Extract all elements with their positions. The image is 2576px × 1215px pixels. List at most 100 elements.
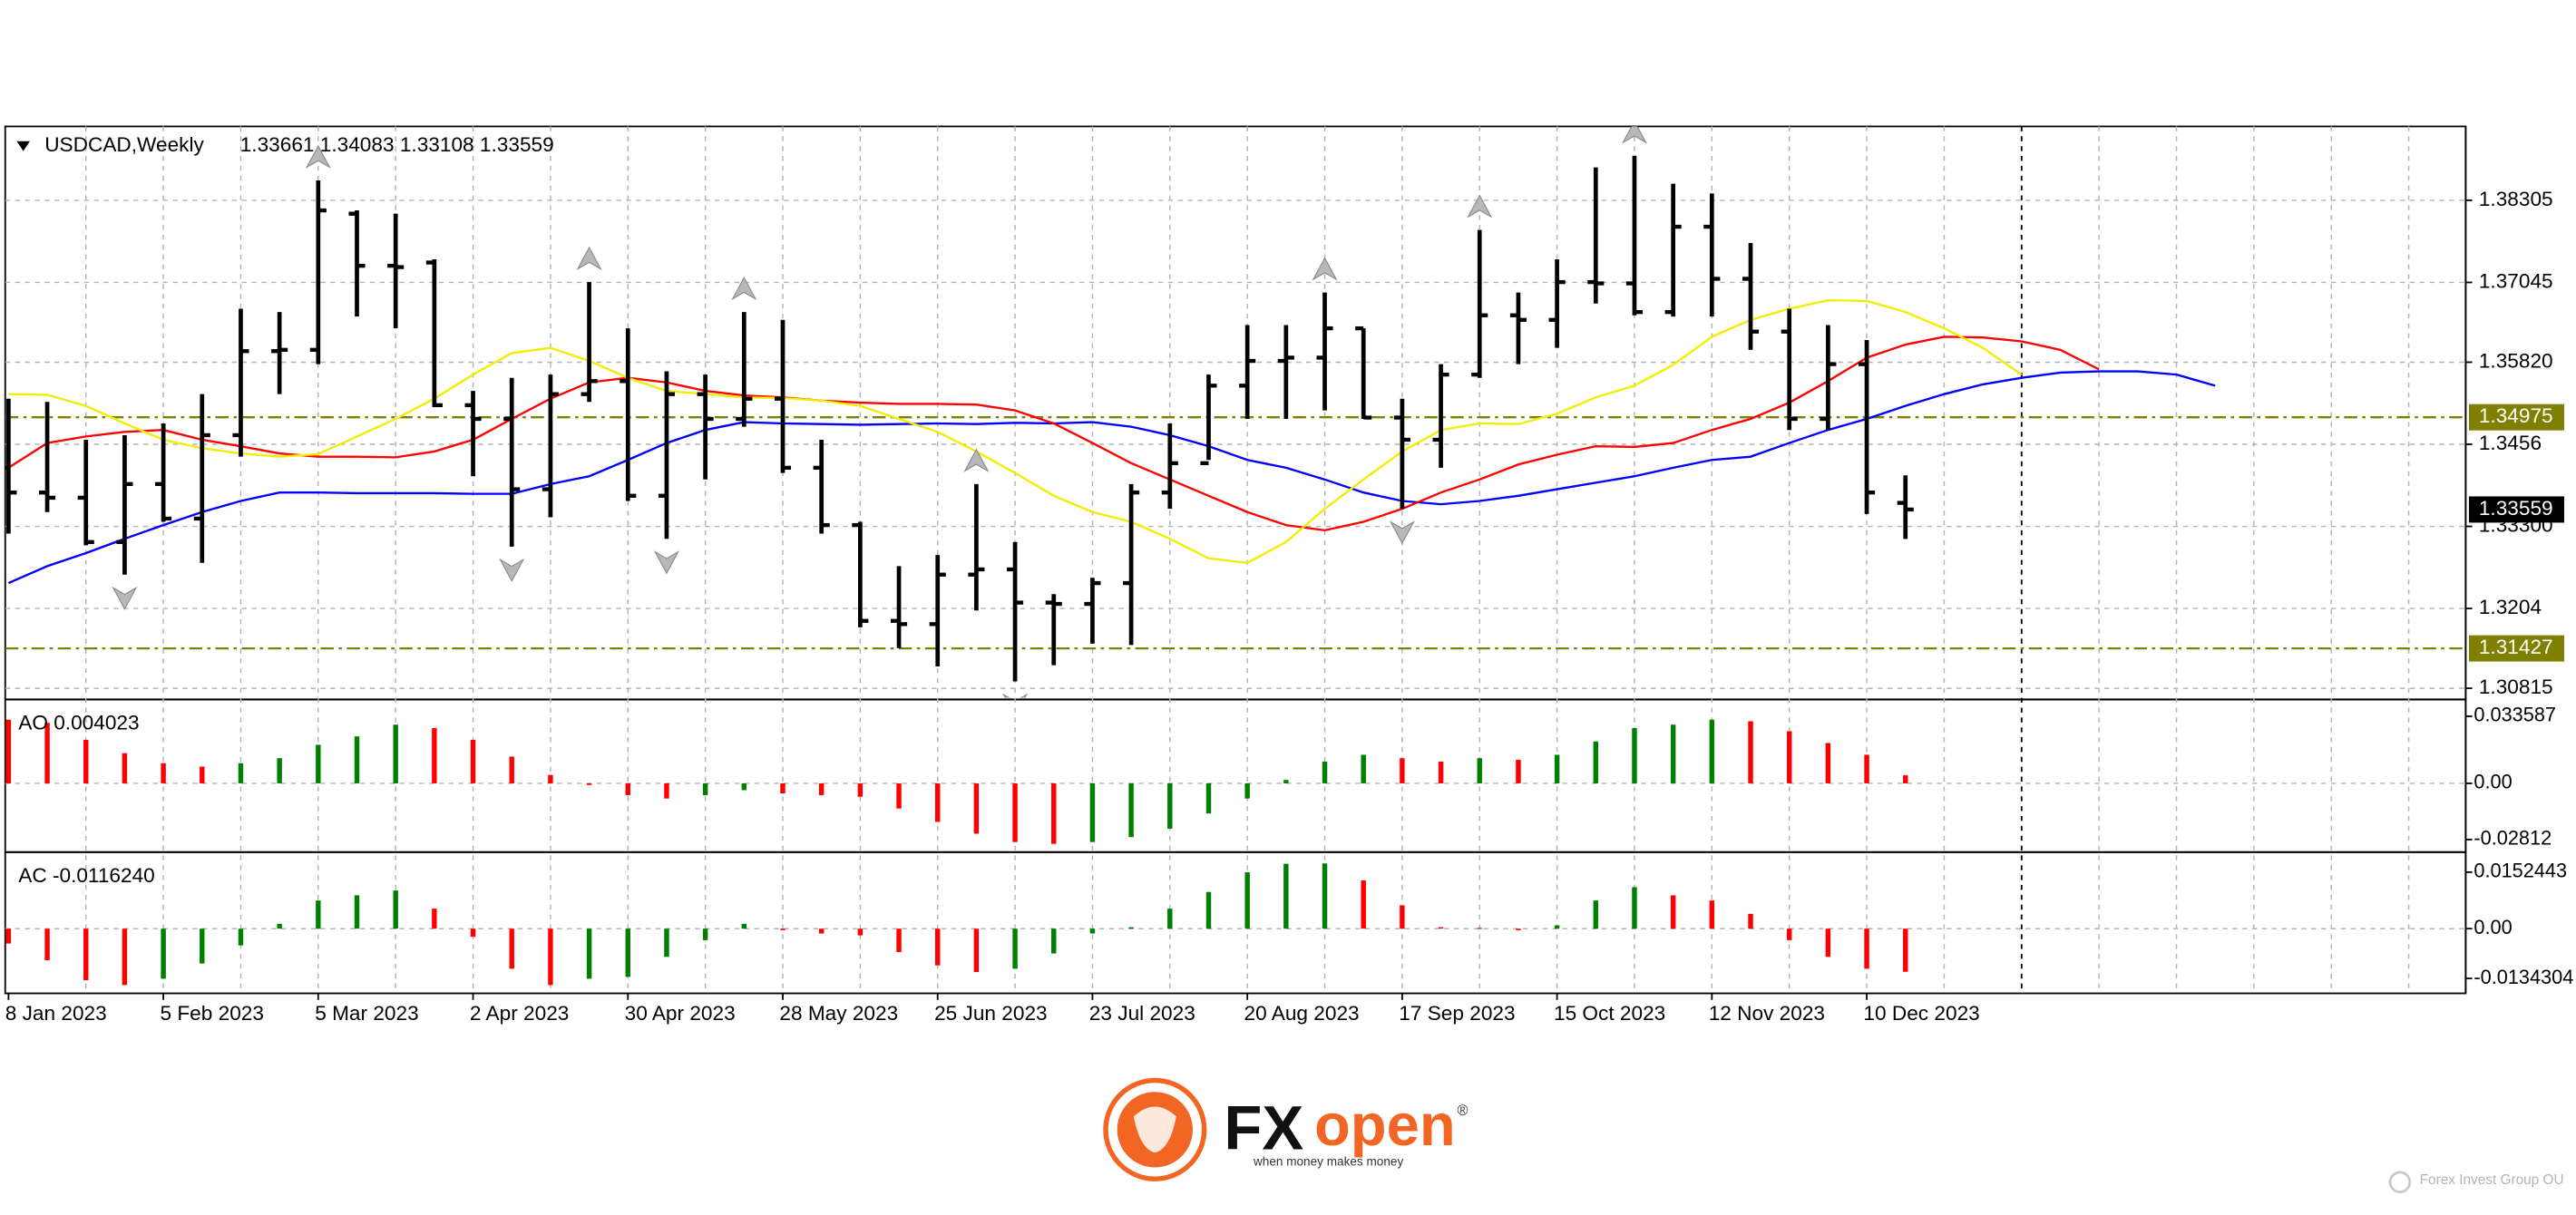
ohlc-bar (890, 566, 908, 648)
level-label-box (2468, 403, 2564, 431)
ohlc-bar (116, 434, 133, 575)
histogram-bar (161, 763, 166, 783)
indicator-label: AO 0.004023 (18, 712, 139, 734)
x-tick-label: 25 Jun 2023 (934, 1002, 1048, 1025)
histogram-bar (741, 923, 747, 929)
histogram-bar (316, 900, 321, 929)
histogram-bar (5, 719, 12, 783)
ohlc-bar (1123, 483, 1140, 646)
histogram-bar (277, 923, 282, 929)
x-tick-label: 20 Aug 2023 (1244, 1002, 1360, 1025)
histogram-bar (818, 782, 825, 795)
histogram-bar (1128, 782, 1134, 838)
ohlc-bar (1664, 183, 1682, 317)
ohlc-bar (232, 308, 249, 457)
histogram-bar (702, 928, 708, 940)
histogram-bar (1477, 758, 1482, 783)
histogram-bar (857, 782, 864, 797)
histogram-bar (1632, 887, 1637, 929)
histogram-bar (238, 928, 244, 946)
x-tick-label: 8 Jan 2023 (5, 1002, 107, 1025)
symbol-label: USDCAD,Weekly (44, 133, 204, 156)
fractal-up (1312, 257, 1338, 281)
fractal-down (112, 586, 138, 610)
histogram-bar (1283, 780, 1289, 783)
logo-fx: FX (1224, 1094, 1303, 1163)
histogram-bar (277, 758, 282, 783)
fractal-up (1467, 194, 1493, 219)
alligator-line (8, 299, 2023, 564)
histogram-bar (548, 928, 553, 986)
histogram-bar (780, 782, 785, 793)
histogram-bar (1748, 913, 1753, 929)
ohlc-bar (1277, 325, 1294, 419)
x-tick-label: 12 Nov 2023 (1709, 1002, 1825, 1025)
histogram-bar (1632, 727, 1637, 783)
level-label: 1.34975 (2479, 404, 2553, 427)
ohlc-bar (1393, 398, 1410, 510)
y-tick-label: -0.02812 (2474, 827, 2552, 850)
histogram-bar (1244, 872, 1250, 929)
histogram-bar (1825, 928, 1831, 957)
ohlc-bar (348, 210, 366, 317)
ohlc-label: 1.33661 1.34083 1.33108 1.33559 (240, 133, 554, 156)
ohlc-bar (39, 402, 56, 512)
ohlc-bar (1471, 229, 1488, 378)
ohlc-bar (1045, 594, 1062, 666)
histogram-bar (1400, 758, 1405, 783)
logo: FX open ® when money makes money (1103, 1077, 1469, 1181)
ac-panel (5, 863, 1908, 986)
ohlc-bar (1316, 292, 1333, 411)
histogram-bar (354, 895, 360, 929)
ohlc-bar (387, 213, 405, 329)
x-tick-label: 17 Sep 2023 (1399, 1002, 1515, 1025)
ohlc-bar (1200, 374, 1217, 466)
histogram-bar (1322, 863, 1328, 929)
histogram-bar (935, 782, 941, 822)
histogram-bar (1903, 928, 1908, 972)
ohlc-bar (464, 391, 482, 477)
y-tick-label: 1.3204 (2479, 596, 2542, 618)
ohlc-bar (1084, 578, 1101, 644)
alligator-line (7, 335, 2100, 532)
ohlc-bar (309, 180, 327, 364)
histogram-bar (1089, 928, 1096, 934)
y-tick-label: -0.0134304 (2474, 966, 2573, 988)
histogram-bar (1051, 782, 1057, 844)
histogram-bar (625, 782, 630, 795)
histogram-bar (1322, 761, 1328, 783)
histogram-bar (83, 928, 89, 981)
histogram-bar (1593, 900, 1599, 929)
histogram-bar (1786, 731, 1792, 783)
ohlc-bar (968, 483, 985, 611)
histogram-bar (470, 739, 476, 783)
histogram-bar (1400, 905, 1405, 929)
ohlc-bar (425, 258, 443, 408)
price-panel (5, 126, 2466, 698)
histogram-bar (44, 928, 50, 960)
histogram-bar (1554, 754, 1560, 783)
fractal-up (576, 246, 602, 271)
y-tick-label: 0.00 (2474, 916, 2512, 938)
watermark-icon (2388, 1171, 2412, 1194)
logo-registered: ® (1458, 1103, 1469, 1119)
histogram-bar (1205, 782, 1212, 814)
ohlc-bar (1859, 340, 1876, 514)
ohlc-bar (271, 312, 288, 394)
histogram-bar (1361, 880, 1366, 929)
histogram-bar (664, 928, 669, 957)
y-tick-label: 0.00 (2474, 771, 2512, 793)
histogram-bar (1903, 775, 1908, 783)
collapse-triangle[interactable] (16, 141, 30, 151)
y-tick-label: 1.35820 (2479, 349, 2553, 372)
logo-open: open (1314, 1092, 1456, 1158)
y-tick-label: 1.37045 (2479, 269, 2553, 292)
histogram-bar (5, 928, 12, 944)
ohlc-bar (1587, 167, 1605, 304)
ohlc-bar (1625, 155, 1644, 316)
histogram-bar (470, 928, 476, 938)
histogram-bar (548, 774, 553, 783)
histogram-bar (896, 928, 902, 952)
logo-bull (1133, 1106, 1176, 1153)
